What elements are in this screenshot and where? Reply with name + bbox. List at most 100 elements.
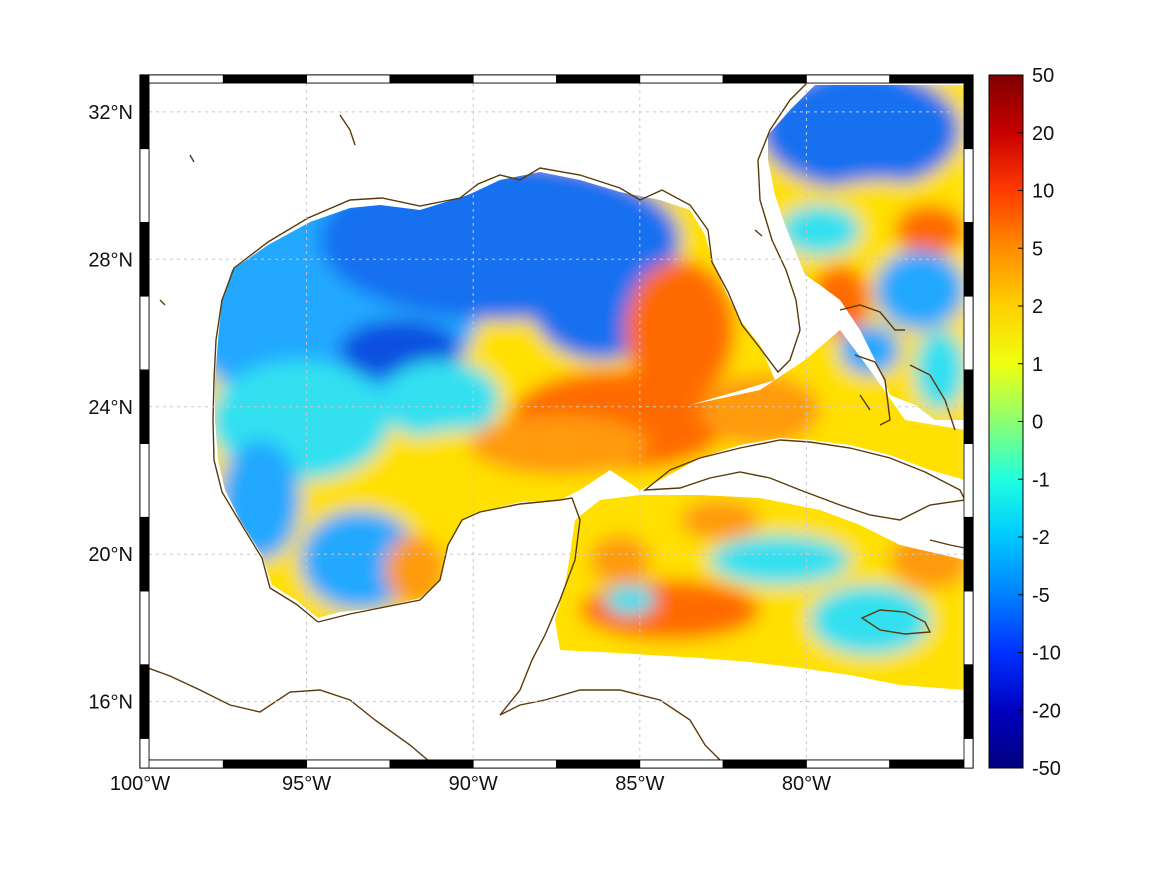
field-patch [625,260,735,400]
border-segment [139,74,150,150]
border-segment [806,759,891,769]
border-segment [963,516,974,592]
coast-small-features [159,154,763,306]
border-segment [556,759,641,769]
border-segment [222,759,308,769]
lon-tick-label: 90°W [449,773,498,795]
colorbar-tick-label: -1 [1032,469,1050,491]
coast-central-america-pacific [149,667,429,760]
lon-tick-label: 85°W [615,773,664,795]
lat-tick-label: 16°N [88,692,133,714]
lat-tick-label: 28°N [88,249,133,271]
border-segment [806,74,891,84]
sst-field [215,85,965,690]
grid-lines [139,83,967,760]
lon-tick-label: 80°W [782,773,831,795]
field-patch [915,330,965,410]
field-patch [810,585,930,655]
colorbar-tick-label: 50 [1032,65,1054,87]
border-segment [722,759,807,769]
field-patch [890,530,965,590]
border-segment [389,759,474,769]
lon-tick-labels: 100°W 95°W 90°W 85°W 80°W [110,773,831,795]
lat-tick-label: 32°N [88,102,133,124]
border-segment [222,74,308,84]
field-patch [380,360,500,440]
border-segment [963,295,974,371]
field-patch [780,205,860,255]
field-patch [875,250,965,330]
field-patch [710,535,850,585]
field-patch [470,415,650,475]
border-segment [139,295,150,371]
border-segment [963,590,974,666]
border-segment [963,664,974,739]
coast-jamaica [860,609,932,635]
border-segment [139,148,150,223]
coast-gulf-and-florida [212,83,808,623]
colorbar-tick-label: -2 [1032,527,1050,549]
border-segment [722,74,807,84]
colorbar-tick-label: 0 [1032,412,1043,434]
coast-inland-lake [339,114,356,146]
lat-tick-label: 20°N [88,544,133,566]
border-segment [139,759,224,769]
colorbar-tick-label: 20 [1032,123,1054,145]
border-segment [639,759,724,769]
colorbar-tick-label: 10 [1032,181,1054,203]
field-patch [810,265,870,335]
border-segment [889,759,974,769]
border-segment [306,74,391,84]
border-segment [139,516,150,592]
field-patch [895,205,965,255]
border-segment [472,759,557,769]
colorbar-tick-label: 5 [1032,238,1043,260]
field-patch [580,580,760,640]
border-segment [963,738,974,769]
lat-tick-labels: 32°N 28°N 24°N 20°N 16°N [88,102,133,714]
border-segment [963,369,974,445]
border-segment [556,74,641,84]
border-segment [963,222,974,297]
lat-tick-label: 24°N [88,397,133,419]
coast-bahamas [839,304,956,431]
field-patch [590,535,650,585]
border-segment [139,222,150,297]
map-border [139,74,974,769]
border-segment [472,74,557,84]
border-segment [963,148,974,223]
colorbar-tick-label: -20 [1032,700,1061,722]
border-segment [389,74,474,84]
border-segment [639,74,724,84]
border-segment [139,738,150,769]
border-segment [306,759,391,769]
lon-tick-label: 95°W [282,773,331,795]
border-segment [139,74,224,84]
border-segment [139,664,150,739]
border-segment [963,74,974,150]
field-patch [680,500,760,540]
colorbar-tick-label: -10 [1032,643,1061,665]
field-patch [385,535,445,605]
colorbar-tick-label: 2 [1032,296,1043,318]
coast-yucatan [317,497,721,760]
field-patch [605,585,655,615]
colorbar-tick-label: 1 [1032,354,1043,376]
border-segment [963,443,974,518]
border-segment [889,74,974,84]
field-patch [760,85,960,190]
coast-hispaniola [929,539,966,549]
border-segment [139,369,150,445]
border-segment [139,590,150,666]
lon-tick-label: 100°W [110,773,170,795]
field-patch [700,375,820,445]
colorbar-tick-label: -50 [1032,758,1061,780]
field-patch [840,325,900,375]
field-patch [220,440,300,560]
border-segment [139,443,150,518]
colorbar [988,74,1024,769]
colorbar-tick-label: -5 [1032,585,1050,607]
